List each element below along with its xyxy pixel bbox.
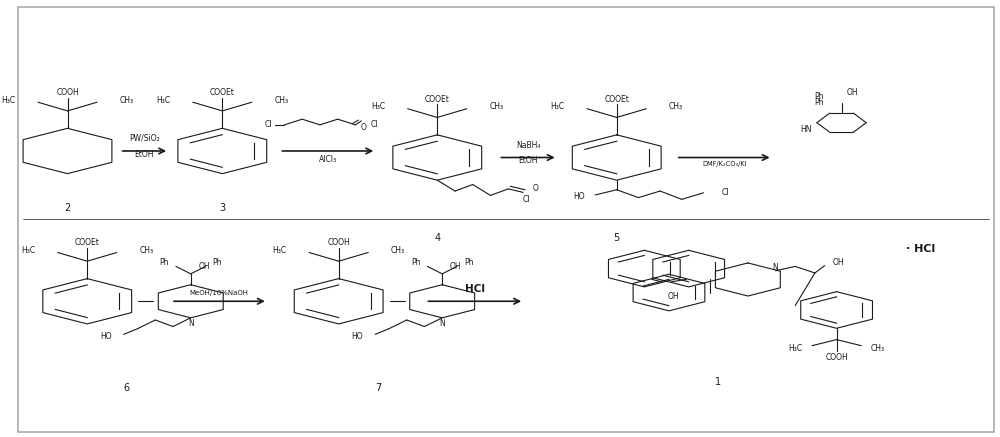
Text: CH₃: CH₃ xyxy=(275,96,289,104)
Text: Cl: Cl xyxy=(721,188,729,197)
Text: DMF/K₂CO₃/KI: DMF/K₂CO₃/KI xyxy=(702,162,746,167)
Text: N: N xyxy=(439,319,445,329)
Text: OH: OH xyxy=(668,292,680,302)
Text: COOEt: COOEt xyxy=(425,95,450,104)
Text: HO: HO xyxy=(574,192,585,201)
Text: O: O xyxy=(533,184,539,193)
Text: H₃C: H₃C xyxy=(272,246,286,255)
Text: H₃C: H₃C xyxy=(21,246,35,255)
Text: Cl: Cl xyxy=(522,195,530,204)
Text: COOH: COOH xyxy=(56,88,79,97)
Text: · HCl: · HCl xyxy=(906,244,935,254)
Text: COOEt: COOEt xyxy=(75,239,100,247)
Text: PW/SiO₂: PW/SiO₂ xyxy=(129,133,160,142)
Text: CH₃: CH₃ xyxy=(139,246,154,255)
Text: Cl: Cl xyxy=(265,120,273,129)
Text: COOEt: COOEt xyxy=(210,88,235,97)
Text: 1: 1 xyxy=(715,377,721,387)
Text: H₃C: H₃C xyxy=(156,96,170,104)
Text: EtOH: EtOH xyxy=(135,149,154,159)
Text: Ph: Ph xyxy=(814,92,824,101)
Text: 3: 3 xyxy=(219,203,225,213)
Text: OH: OH xyxy=(450,262,462,271)
Text: MeOH/10%NaOH: MeOH/10%NaOH xyxy=(190,290,249,295)
Text: OH: OH xyxy=(199,262,210,271)
Text: CH₃: CH₃ xyxy=(120,96,134,104)
Text: H₃C: H₃C xyxy=(1,96,15,104)
Text: COOH: COOH xyxy=(825,354,848,362)
Text: HO: HO xyxy=(352,333,363,341)
Text: OH: OH xyxy=(833,257,844,267)
Text: H₃C: H₃C xyxy=(550,102,564,111)
Text: 5: 5 xyxy=(614,233,620,243)
Text: H₃C: H₃C xyxy=(788,344,802,353)
Text: Ph: Ph xyxy=(212,258,222,267)
Text: COOEt: COOEt xyxy=(604,95,629,104)
Text: 6: 6 xyxy=(124,383,130,393)
Text: CH₃: CH₃ xyxy=(391,246,405,255)
Text: CH₃: CH₃ xyxy=(669,102,683,111)
Text: O: O xyxy=(360,123,366,132)
Text: OH: OH xyxy=(846,88,858,97)
Text: Ph: Ph xyxy=(160,258,169,267)
Text: HN: HN xyxy=(800,125,812,134)
Text: N: N xyxy=(773,263,778,272)
Text: AlCl₃: AlCl₃ xyxy=(319,155,337,164)
Text: Ph: Ph xyxy=(814,98,824,107)
Text: 7: 7 xyxy=(375,383,381,393)
Text: NaBH₄: NaBH₄ xyxy=(516,141,540,150)
Text: 4: 4 xyxy=(434,233,440,243)
Text: HO: HO xyxy=(100,333,112,341)
Text: Cl: Cl xyxy=(370,120,378,129)
Text: CH₃: CH₃ xyxy=(871,344,885,353)
Text: HCl: HCl xyxy=(465,284,485,294)
Text: H₃C: H₃C xyxy=(371,102,385,111)
Text: EtOH: EtOH xyxy=(518,156,538,166)
Text: 2: 2 xyxy=(64,203,71,213)
Text: N: N xyxy=(188,319,194,329)
Text: Ph: Ph xyxy=(411,258,421,267)
Text: CH₃: CH₃ xyxy=(490,102,504,111)
Text: COOH: COOH xyxy=(327,239,350,247)
Text: Ph: Ph xyxy=(464,258,473,267)
